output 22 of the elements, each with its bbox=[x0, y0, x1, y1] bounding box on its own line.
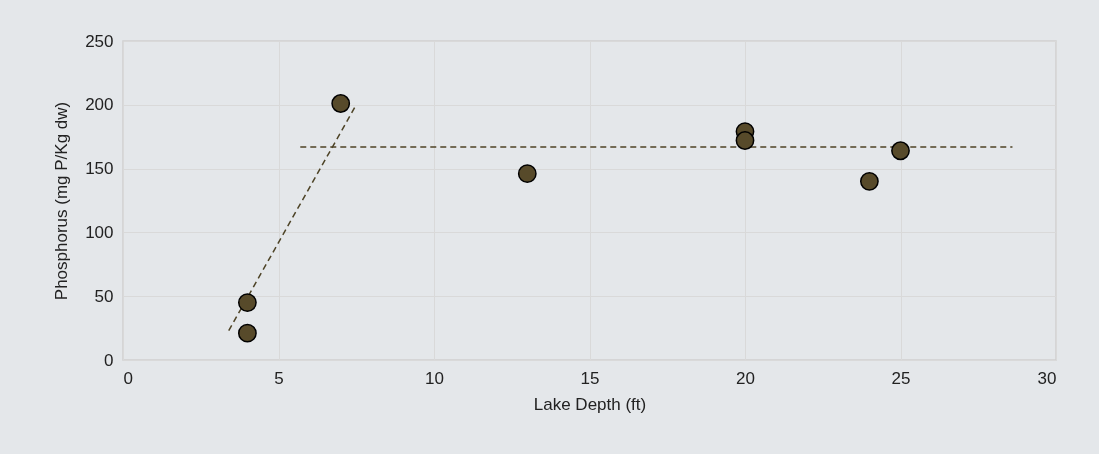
point bbox=[859, 171, 879, 191]
y-tick-label: 150 bbox=[85, 159, 114, 179]
x-tick-label: 20 bbox=[736, 368, 755, 388]
x-tick-label: 25 bbox=[891, 368, 911, 388]
y-tick-label: 100 bbox=[85, 222, 114, 242]
point bbox=[517, 164, 537, 184]
point bbox=[331, 94, 351, 113]
x-tick-label: 5 bbox=[274, 368, 284, 388]
point bbox=[237, 323, 257, 343]
x-axis-title: Lake Depth (ft) bbox=[533, 394, 647, 414]
y-tick-label: 250 bbox=[85, 31, 114, 51]
x-tick-label: 10 bbox=[425, 368, 444, 388]
point bbox=[735, 131, 755, 150]
x-tick-label: 15 bbox=[580, 368, 600, 388]
y-tick-label: 50 bbox=[94, 286, 114, 306]
x-tick-label: 0 bbox=[123, 368, 133, 388]
point bbox=[237, 293, 257, 312]
point bbox=[891, 141, 910, 161]
x-tick-label: 30 bbox=[1037, 368, 1057, 388]
y-axis-title: Phosphorus (mg P/Kg dw) bbox=[52, 101, 72, 301]
y-tick-label: 0 bbox=[104, 350, 114, 370]
y-tick-label: 200 bbox=[85, 95, 114, 115]
